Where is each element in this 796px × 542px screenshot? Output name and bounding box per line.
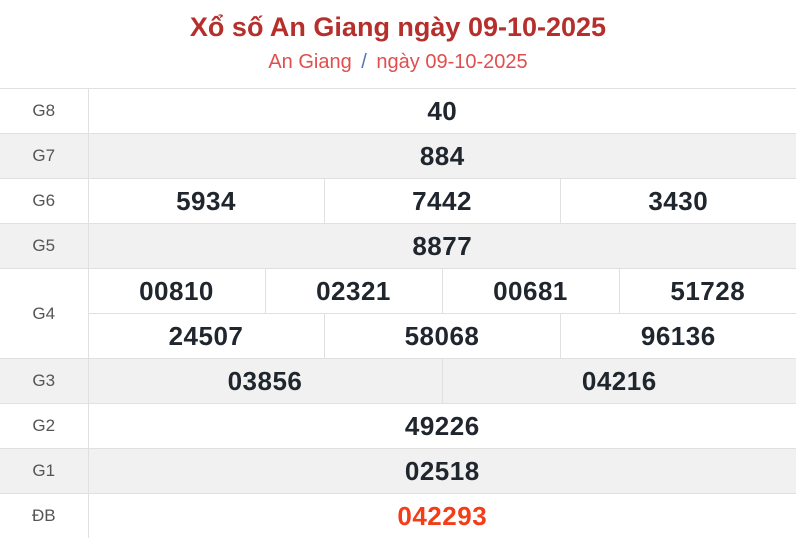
prize-value: 884 bbox=[87, 133, 796, 179]
prize-value: 7442 bbox=[323, 178, 561, 224]
prize-value: 5934 bbox=[87, 178, 325, 224]
lottery-results-table: G8 40 G7 884 G6 5934 7442 3430 G5 8877 G… bbox=[0, 88, 796, 538]
prize-label-g3: G3 bbox=[0, 358, 89, 404]
prize-row-g5: G5 8877 bbox=[0, 223, 796, 269]
prize-value: 3430 bbox=[559, 178, 796, 224]
prize-label-g7: G7 bbox=[0, 133, 89, 179]
prize-row-g1: G1 02518 bbox=[0, 448, 796, 494]
prize-value: 40 bbox=[87, 88, 796, 134]
prize-value: 96136 bbox=[559, 313, 796, 359]
prize-row-g2: G2 49226 bbox=[0, 403, 796, 449]
prize-value: 00810 bbox=[87, 268, 266, 314]
prize-value: 24507 bbox=[88, 313, 325, 359]
breadcrumb-separator: / bbox=[361, 51, 367, 73]
prize-row-g7: G7 884 bbox=[0, 133, 796, 179]
prize-row-g8: G8 40 bbox=[0, 88, 796, 134]
prize-value: 51728 bbox=[618, 268, 796, 314]
breadcrumb: An Giang / ngày 09-10-2025 bbox=[0, 50, 796, 74]
prize-value: 58068 bbox=[323, 313, 561, 359]
prize-label-g1: G1 bbox=[0, 448, 89, 494]
prize-row-g3: G3 03856 04216 bbox=[0, 358, 796, 404]
prize-label-g8: G8 bbox=[0, 88, 89, 134]
prize-value: 00681 bbox=[441, 268, 620, 314]
prize-value: 04216 bbox=[441, 358, 796, 404]
breadcrumb-region-link[interactable]: An Giang bbox=[268, 51, 352, 73]
prize-value: 03856 bbox=[87, 358, 443, 404]
prize-row-db: ĐB 042293 bbox=[0, 493, 796, 538]
prize-value: 49226 bbox=[87, 403, 796, 449]
prize-row-g6: G6 5934 7442 3430 bbox=[0, 178, 796, 224]
prize-label-g4: G4 bbox=[0, 268, 89, 359]
page-title: Xổ số An Giang ngày 09-10-2025 bbox=[189, 12, 607, 42]
prize-label-g5: G5 bbox=[0, 223, 89, 269]
prize-value: 02321 bbox=[264, 268, 443, 314]
prize-value: 8877 bbox=[87, 223, 796, 269]
prize-label-db: ĐB bbox=[0, 493, 89, 538]
prize-row-g4-line1: G4 00810 02321 00681 51728 bbox=[0, 268, 796, 359]
page-header: Xổ số An Giang ngày 09-10-2025 An Giang … bbox=[0, 0, 796, 88]
prize-row-g4-line2: 24507 58068 96136 bbox=[0, 313, 796, 359]
prize-label-g2: G2 bbox=[0, 403, 89, 449]
prize-label-g6: G6 bbox=[0, 178, 89, 224]
breadcrumb-date-link[interactable]: ngày 09-10-2025 bbox=[376, 51, 528, 73]
prize-value: 02518 bbox=[87, 448, 796, 494]
special-prize-value: 042293 bbox=[87, 493, 796, 538]
